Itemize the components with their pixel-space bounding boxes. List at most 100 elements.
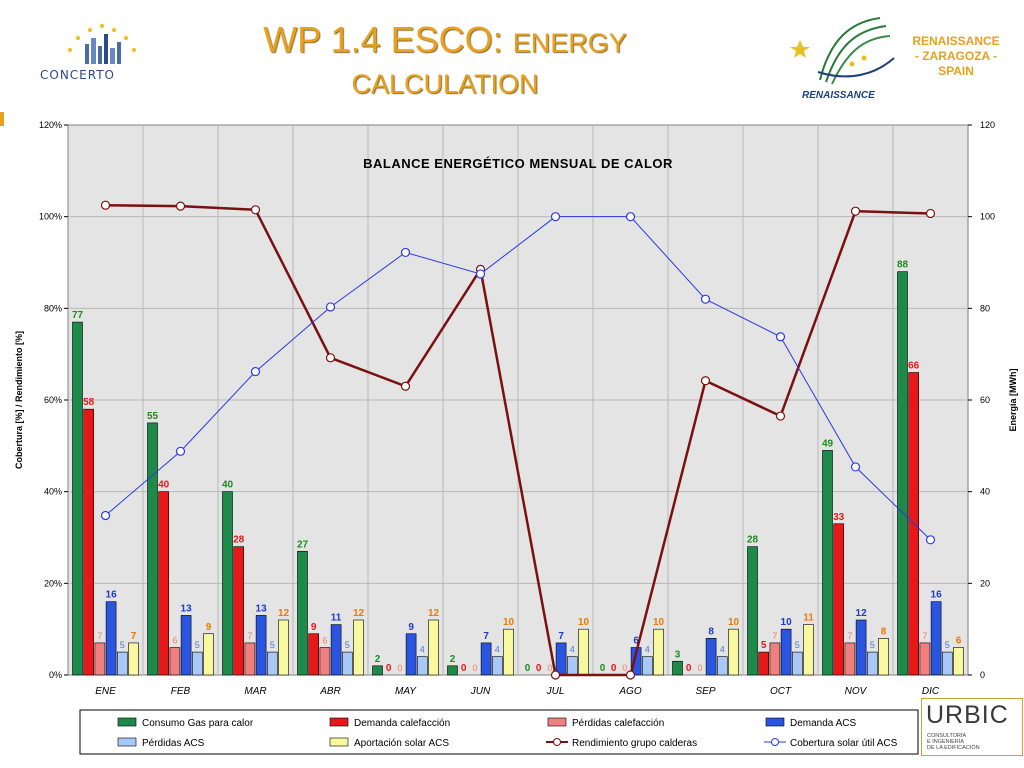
urbic-sub3: DE LA EDIFICACIÓN [927, 745, 980, 751]
bar-value-label: 6 [322, 636, 327, 646]
legend-label: Pérdidas ACS [142, 738, 205, 749]
bar [405, 633, 417, 676]
bar [72, 321, 83, 676]
x-tick-label: OCT [770, 686, 792, 697]
x-tick-label: ABR [319, 686, 341, 697]
bar-value-label: 5 [945, 640, 950, 650]
bar [747, 546, 758, 676]
bar-value-label: 66 [908, 361, 920, 372]
bar-value-label: 12 [353, 608, 365, 619]
y-left-axis-label: Cobertura [%] / Rendimiento [%] [14, 331, 24, 469]
bar [728, 628, 739, 676]
bar-value-label: 77 [72, 310, 84, 321]
x-tick-label: AGO [618, 686, 641, 697]
legend-label: Cobertura solar útil ACS [790, 738, 898, 749]
line-point [250, 366, 261, 377]
bar [844, 642, 856, 676]
bar-value-label: 5 [270, 640, 275, 650]
bar-value-label: 4 [570, 645, 575, 655]
bar [919, 642, 931, 676]
bar [308, 633, 320, 676]
line-point [700, 376, 711, 386]
y-left-tick-label: 0% [49, 670, 62, 680]
line-point [850, 462, 861, 472]
bar-value-label: 0 [622, 663, 627, 673]
urbic-sub2: E INGENIERÍA [927, 739, 964, 745]
bar [341, 651, 353, 676]
boiler-efficiency-line [105, 203, 931, 677]
bar-value-label: 6 [633, 636, 639, 647]
bar-value-label: 9 [311, 622, 317, 633]
legend-label: Rendimiento grupo calderas [572, 738, 697, 749]
bar-value-label: 10 [578, 617, 590, 628]
concerto-logo-text: CONCERTO [40, 68, 116, 82]
bar [578, 628, 589, 676]
bar-value-label: 7 [847, 631, 852, 641]
bar-value-label: 8 [708, 626, 714, 637]
bar-value-label: 0 [686, 663, 692, 674]
bar-value-label: 49 [822, 438, 834, 449]
x-tick-label: JUN [470, 686, 491, 697]
bar [180, 615, 192, 676]
line-point [400, 381, 411, 391]
bar [169, 647, 181, 676]
bar [672, 660, 683, 676]
bar-value-label: 0 [697, 663, 702, 673]
bar-value-label: 7 [483, 631, 489, 642]
bar-value-label: 11 [803, 613, 814, 624]
slide-accent-bar [0, 112, 4, 126]
bar [555, 642, 567, 676]
y-left-tick-label: 60% [44, 395, 62, 405]
bar-value-label: 28 [747, 535, 759, 546]
x-tick-label: NOV [845, 686, 868, 697]
bar [147, 422, 158, 676]
bar-value-label: 12 [856, 608, 868, 619]
bar-value-label: 0 [386, 663, 392, 674]
bar-value-label: 7 [131, 631, 137, 642]
y-left-tick-label: 20% [44, 578, 62, 588]
bar-value-label: 4 [720, 645, 725, 655]
bar [930, 601, 942, 676]
legend-swatch [117, 737, 137, 747]
bar [297, 550, 308, 676]
bar [630, 647, 642, 676]
bar [447, 665, 458, 676]
bar [653, 628, 664, 676]
y-right-tick-label: 100 [980, 212, 995, 222]
line-point [775, 332, 786, 342]
bar-value-label: 2 [450, 654, 456, 665]
bar-value-label: 9 [206, 622, 212, 633]
bar-value-label: 10 [503, 617, 515, 628]
bar-value-label: 13 [181, 603, 193, 614]
bar [278, 619, 289, 676]
line-point [100, 200, 111, 210]
bar [716, 656, 728, 676]
urbic-name: URBIC [926, 701, 1009, 729]
bar-value-label: 16 [931, 590, 943, 601]
x-tick-label: FEB [171, 686, 191, 697]
bar-value-label: 5 [795, 640, 800, 650]
title-line1-big: WP 1.4 ESCO: [263, 19, 513, 60]
line-point [550, 212, 561, 222]
bar [330, 624, 342, 676]
line-point [700, 294, 711, 304]
bar [897, 271, 908, 676]
bar-value-label: 58 [83, 397, 95, 408]
bar-value-label: 0 [547, 663, 552, 673]
bar [833, 523, 845, 676]
bar-value-label: 4 [495, 645, 500, 655]
bar-value-label: 0 [461, 663, 467, 674]
bar-value-label: 40 [158, 480, 170, 491]
bar-value-label: 8 [881, 626, 887, 637]
y-left-tick-label: 40% [44, 487, 62, 497]
renaissance-logo-text: RENAISSANCE [802, 90, 875, 101]
bar [372, 665, 383, 676]
bar [780, 628, 792, 676]
bar-value-label: 0 [525, 663, 531, 674]
bar-value-label: 7 [922, 631, 927, 641]
line-point [925, 208, 936, 219]
line-point [775, 411, 786, 421]
bar-value-label: 10 [781, 617, 793, 628]
bar-value-label: 7 [772, 631, 777, 641]
bar [953, 647, 964, 676]
